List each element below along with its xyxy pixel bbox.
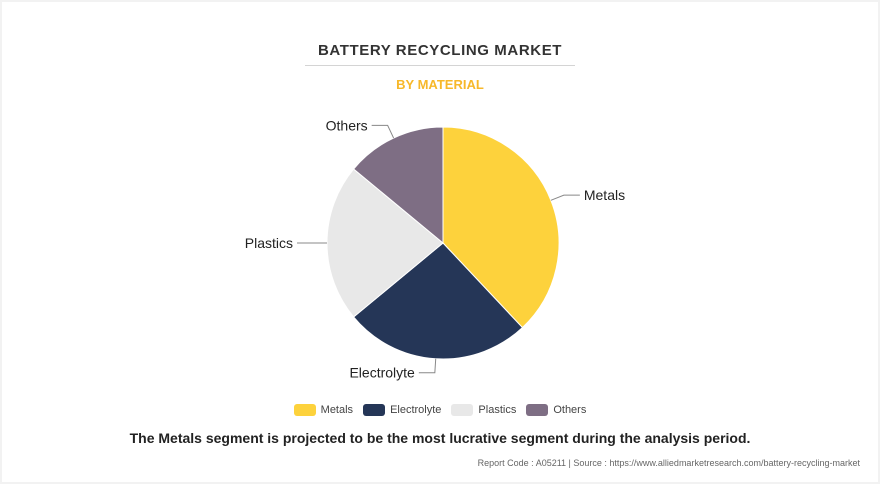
leader-line-others — [371, 124, 395, 139]
legend-swatch-plastics — [451, 404, 474, 416]
pie-slice-metals[interactable] — [442, 126, 560, 329]
chart-title: BATTERY RECYCLING MARKET — [317, 42, 563, 59]
legend-swatch-electrolyte — [363, 404, 386, 416]
leader-line-metals — [550, 194, 580, 201]
slice-label-metals: Metals — [584, 187, 625, 203]
chart-legend: Metals Electrolyte Plastics Others — [0, 404, 880, 416]
chart-subtitle: BY MATERIAL — [396, 77, 484, 92]
pie-chart: Metals Electrolyte Plastics Others — [245, 117, 625, 381]
leader-line-electrolyte — [418, 358, 437, 374]
legend-item-electrolyte[interactable]: Electrolyte — [363, 404, 441, 416]
source-footer: Report Code : A05211 | Source : https://… — [477, 458, 860, 468]
legend-item-metals[interactable]: Metals — [293, 404, 354, 416]
legend-label: Metals — [320, 404, 354, 416]
legend-label: Electrolyte — [390, 404, 442, 416]
legend-swatch-metals — [293, 404, 316, 416]
slice-label-plastics: Plastics — [245, 235, 293, 251]
title-divider — [305, 65, 575, 66]
pie-slice-electrolyte[interactable] — [352, 242, 524, 360]
legend-item-others[interactable]: Others — [526, 404, 586, 416]
legend-label: Plastics — [478, 404, 517, 416]
legend-item-plastics[interactable]: Plastics — [451, 404, 516, 416]
slice-label-electrolyte: Electrolyte — [349, 365, 415, 381]
legend-label: Others — [553, 404, 587, 416]
chart-caption: The Metals segment is projected to be th… — [129, 430, 751, 446]
legend-swatch-others — [526, 404, 549, 416]
slice-label-others: Others — [326, 117, 368, 133]
